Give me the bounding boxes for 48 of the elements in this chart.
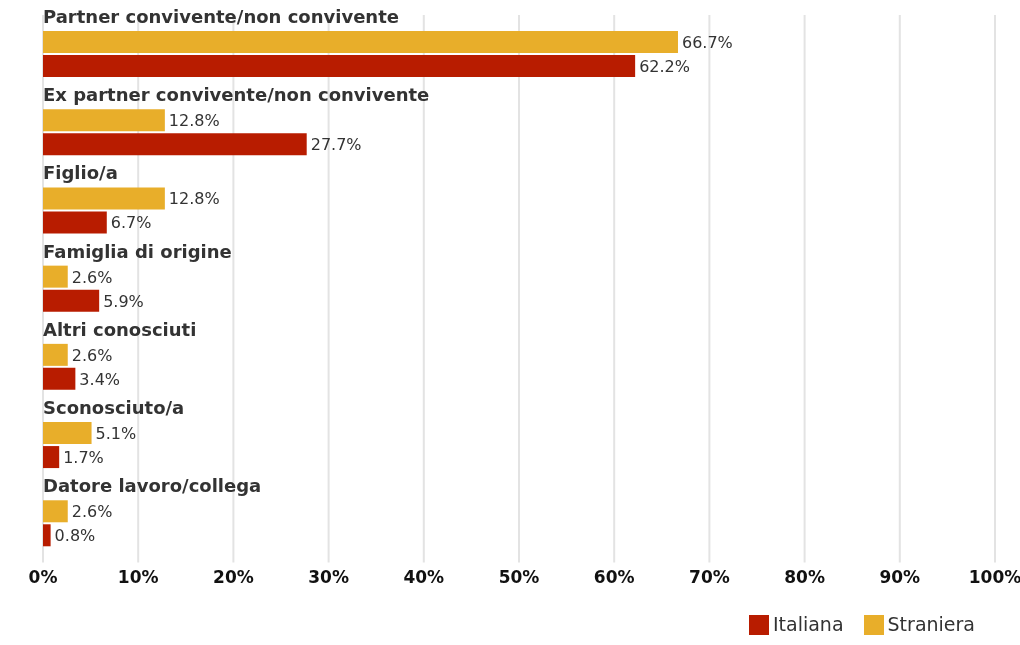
bar: [43, 500, 68, 523]
bar: [43, 133, 307, 156]
bar: [43, 289, 100, 312]
data-label: 5.9%: [103, 291, 144, 311]
x-tick-label: 0%: [28, 566, 58, 587]
legend-label: Straniera: [887, 612, 975, 635]
data-label: 12.8%: [168, 111, 220, 131]
data-label: 2.6%: [71, 345, 113, 365]
x-tick-label: 40%: [403, 566, 445, 587]
x-tick-label: 100%: [968, 566, 1020, 587]
data-label: 62.2%: [639, 57, 690, 76]
y-tick-label: Sconosciuto/a: [43, 397, 185, 419]
bar: [43, 109, 165, 132]
x-tick-label: 50%: [498, 566, 540, 587]
legend-label: Italiana: [772, 612, 844, 635]
bar: [43, 265, 68, 288]
data-label: 6.7%: [110, 213, 152, 233]
y-tick-label: Partner convivente/non convivente: [43, 6, 399, 27]
x-tick-label: 30%: [308, 566, 349, 587]
y-tick-label: Ex partner convivente/non convivente: [43, 84, 430, 106]
bar: [43, 367, 76, 390]
bar: [43, 343, 68, 366]
bar: [43, 422, 92, 445]
x-tick-label: 90%: [879, 566, 921, 587]
data-label: 27.7%: [310, 135, 362, 155]
y-tick-label: Famiglia di origine: [43, 240, 232, 262]
x-tick-label: 70%: [689, 566, 730, 587]
data-label: 2.6%: [71, 267, 113, 287]
y-tick-label: Datore lavoro/collega: [43, 475, 262, 497]
data-label: 12.8%: [168, 189, 220, 209]
data-label: 0.8%: [54, 526, 96, 546]
x-tick-label: 80%: [784, 566, 825, 587]
data-label: 2.6%: [71, 502, 113, 522]
x-tick-label: 20%: [213, 566, 254, 587]
bar: [43, 55, 636, 77]
y-tick-label: Altri conosciuti: [43, 318, 197, 340]
bar: [43, 31, 678, 53]
bar: [43, 211, 107, 234]
bar: [43, 187, 165, 210]
bar: [43, 524, 51, 547]
x-tick-label: 60%: [593, 566, 635, 587]
data-label: 66.7%: [681, 33, 733, 52]
data-label: 1.7%: [63, 448, 104, 468]
data-label: 5.1%: [95, 424, 137, 444]
data-label: 3.4%: [79, 369, 121, 389]
bar: [43, 446, 60, 469]
x-tick-label: 10%: [117, 566, 159, 587]
y-tick-label: Figlio/a: [43, 162, 118, 184]
